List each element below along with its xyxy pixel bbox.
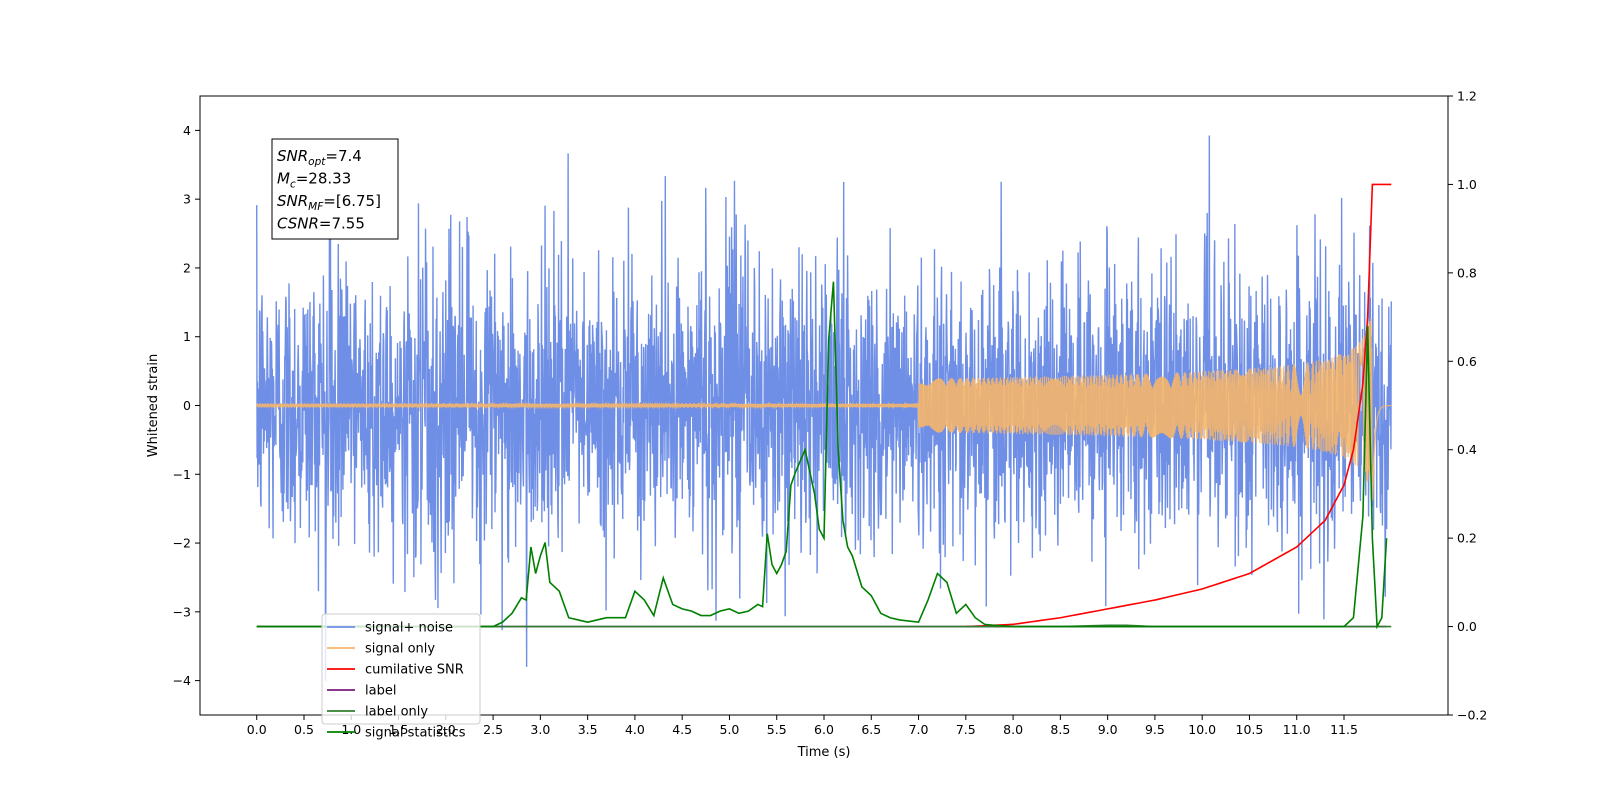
series-cumulative-snr-line [965,183,1392,628]
x-tick-label: 4.5 [672,722,692,737]
stats-annotation-box [271,138,399,240]
y-left-tick-label: −3 [173,604,191,619]
x-tick-label: 1.0 [341,722,361,737]
x-tick-label: 4.0 [625,722,645,737]
x-tick-label: 0.5 [294,722,314,737]
stats-annotation-line: SNRopt=7.4 [277,147,362,168]
y-left-tick-label: 3 [183,192,191,207]
x-tick-label: 11.0 [1283,722,1311,737]
x-tick-label: 6.5 [861,722,881,737]
y-right-tick-label: 0.6 [1457,354,1477,369]
legend: signal+ noise signal only cumilative SNR la… [321,613,481,741]
y-left-tick-label: −2 [173,536,191,551]
x-tick-label: 8.0 [1003,722,1023,737]
x-tick-label: 9.5 [1145,722,1165,737]
legend-entry: signal only [365,642,435,657]
y-right-tick-label: −0.2 [1457,708,1487,723]
x-tick-label: 1.5 [389,722,409,737]
legend-entry: label [365,684,396,699]
y-right-tick-label: 0.2 [1457,531,1477,546]
x-tick-label: 0.0 [247,722,267,737]
x-tick-label: 9.0 [1098,722,1118,737]
x-tick-label: 5.5 [767,722,787,737]
x-tick-label: 6.0 [814,722,834,737]
y-right-tick-label: 0.0 [1457,619,1477,634]
x-tick-label: 2.0 [436,722,456,737]
x-tick-label: 8.5 [1050,722,1070,737]
legend-entry: signal+ noise [365,621,453,636]
x-tick-label: 10.0 [1188,722,1216,737]
stats-annotation-line: CSNR=7.55 [277,215,365,233]
x-tick-label: 10.5 [1236,722,1264,737]
x-tick-label: 11.5 [1330,722,1358,737]
y-right-tick-label: 1.0 [1457,177,1477,192]
y-left-tick-label: 1 [183,329,191,344]
stats-annotation-line: SNRMF=[6.75] [277,192,381,213]
y-right-tick-label: 1.2 [1457,89,1477,104]
x-tick-label: 7.5 [956,722,976,737]
x-tick-label: 2.5 [483,722,503,737]
y-left-tick-label: 2 [183,260,191,275]
x-tick-label: 3.0 [530,722,550,737]
legend-entry: label only [365,705,428,720]
x-tick-label: 3.5 [578,722,598,737]
x-tick-label: 5.0 [720,722,740,737]
y-left-tick-label: 0 [183,398,191,413]
y-right-tick-label: 0.4 [1457,442,1477,457]
legend-box [321,613,481,725]
y-left-tick-label: 4 [183,123,191,138]
series-signal-statistics-line [492,281,1388,630]
legend-entry: signal statistics [365,726,466,741]
y-left-tick-label: −1 [173,467,191,482]
series-signal-only-line [256,318,1392,501]
stats-annotation-line: Mc=28.33 [277,170,351,191]
legend-entry: cumilative SNR [365,663,464,678]
x-axis-label: Time (s) [797,745,851,760]
y-left-tick-label: −4 [173,673,191,688]
y-axis-label: Whitened strain [146,354,161,457]
x-tick-label: 7.0 [909,722,929,737]
y-right-tick-label: 0.8 [1457,265,1477,280]
